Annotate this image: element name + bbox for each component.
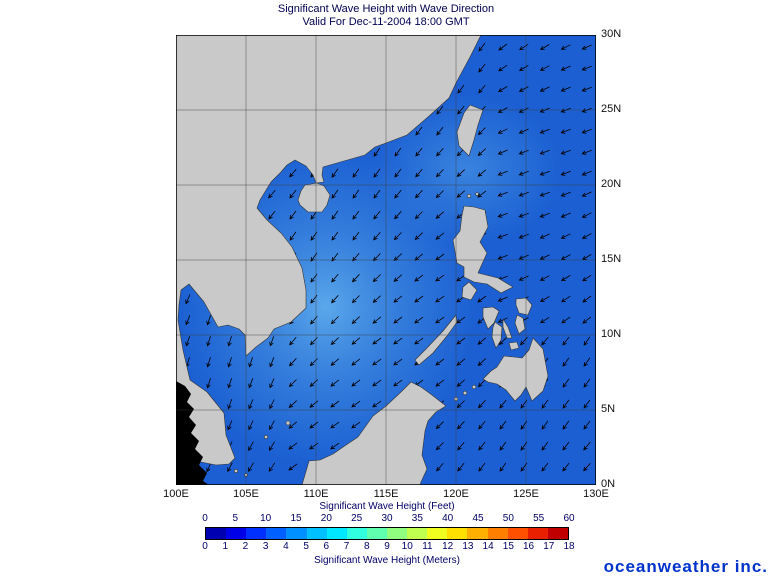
colorbar-cell-2 bbox=[246, 528, 267, 539]
meters-tick-2: 2 bbox=[242, 541, 249, 552]
feet-tick-15: 15 bbox=[290, 513, 302, 524]
colorbar-cell-13 bbox=[467, 528, 488, 539]
map-subtitle: Valid For Dec-11-2004 18:00 GMT bbox=[302, 16, 470, 28]
island-borneo bbox=[301, 381, 447, 486]
colorbar-feet-caption: Significant Wave Height (Feet) bbox=[319, 501, 455, 512]
colorbar-cell-1 bbox=[226, 528, 247, 539]
island-cebu bbox=[502, 318, 513, 339]
meters-tick-0: 0 bbox=[202, 541, 208, 552]
lat-label-20N: 20N bbox=[601, 178, 622, 190]
oceanweather-logo: oceanweather inc. bbox=[603, 557, 768, 576]
meters-tick-17: 17 bbox=[543, 541, 555, 552]
meters-tick-4: 4 bbox=[283, 541, 289, 552]
map-area bbox=[175, 34, 597, 486]
meters-tick-18: 18 bbox=[563, 541, 575, 552]
meters-tick-5: 5 bbox=[303, 541, 309, 552]
island-anambas bbox=[264, 434, 269, 439]
island-babuyan-1 bbox=[466, 194, 471, 199]
feet-tick-45: 45 bbox=[472, 513, 484, 524]
colorbar-cell-5 bbox=[306, 528, 327, 539]
island-babuyan-2 bbox=[475, 192, 479, 196]
feet-tick-30: 30 bbox=[381, 513, 393, 524]
lon-label-130E: 130E bbox=[583, 488, 609, 500]
feet-tick-50: 50 bbox=[502, 513, 514, 524]
island-mindoro bbox=[461, 281, 478, 301]
island-sulu-1 bbox=[471, 384, 477, 390]
colorbar-cell-10 bbox=[407, 528, 428, 539]
lon-label-105E: 105E bbox=[233, 488, 259, 500]
meters-tick-1: 1 bbox=[222, 541, 228, 552]
lon-label-115E: 115E bbox=[373, 488, 399, 500]
lat-label-15N: 15N bbox=[601, 253, 622, 265]
wave-height-map bbox=[175, 34, 597, 486]
island-mindanao bbox=[482, 337, 549, 402]
lat-label-30N: 30N bbox=[601, 28, 622, 40]
meters-tick-12: 12 bbox=[442, 541, 454, 552]
feet-tick-10: 10 bbox=[260, 513, 272, 524]
feet-tick-5: 5 bbox=[232, 513, 239, 524]
island-natuna bbox=[285, 420, 291, 426]
feet-tick-60: 60 bbox=[563, 513, 575, 524]
meters-tick-14: 14 bbox=[482, 541, 494, 552]
colorbar-cell-15 bbox=[507, 528, 528, 539]
colorbar-cell-12 bbox=[447, 528, 468, 539]
feet-tick-25: 25 bbox=[351, 513, 363, 524]
colorbar-cell-3 bbox=[266, 528, 287, 539]
feet-tick-0: 0 bbox=[202, 513, 208, 524]
island-palawan bbox=[414, 314, 458, 366]
meters-tick-7: 7 bbox=[343, 541, 350, 552]
feet-tick-20: 20 bbox=[320, 513, 332, 524]
colorbar-cell-17 bbox=[547, 528, 568, 539]
colorbar-cell-11 bbox=[427, 528, 448, 539]
colorbar-cell-16 bbox=[527, 528, 548, 539]
island-leyte bbox=[514, 314, 526, 335]
colorbar-meters-caption: Significant Wave Height (Meters) bbox=[314, 555, 460, 566]
feet-tick-55: 55 bbox=[533, 513, 545, 524]
feet-tick-40: 40 bbox=[442, 513, 454, 524]
land-mainland-asia bbox=[175, 34, 482, 466]
meters-tick-15: 15 bbox=[502, 541, 514, 552]
colorbar-cell-14 bbox=[487, 528, 508, 539]
meters-tick-11: 11 bbox=[422, 541, 433, 552]
lat-label-25N: 25N bbox=[601, 103, 622, 115]
island-sumatra-black bbox=[176, 381, 209, 485]
island-riau-1 bbox=[233, 468, 238, 473]
lon-label-110E: 110E bbox=[303, 488, 329, 500]
colorbar-cell-7 bbox=[346, 528, 367, 539]
lon-label-120E: 120E bbox=[443, 488, 469, 500]
map-title: Significant Wave Height with Wave Direct… bbox=[277, 3, 495, 15]
meters-tick-13: 13 bbox=[462, 541, 474, 552]
lat-label-10N: 10N bbox=[601, 328, 622, 340]
ocean-highlight-luzon-strait bbox=[371, 95, 561, 245]
lat-label-0N: 0N bbox=[601, 478, 616, 490]
lon-label-100E: 100E bbox=[163, 488, 189, 500]
island-bohol bbox=[508, 341, 520, 351]
colorbar-cell-9 bbox=[386, 528, 408, 539]
colorbar-cell-4 bbox=[286, 528, 307, 539]
island-panay bbox=[482, 306, 500, 330]
island-luzon bbox=[452, 205, 514, 294]
colorbar bbox=[205, 527, 569, 540]
meters-tick-10: 10 bbox=[401, 541, 413, 552]
island-taiwan bbox=[456, 104, 484, 157]
lat-label-5N: 5N bbox=[601, 403, 616, 415]
colorbar-cell-0 bbox=[206, 528, 227, 539]
lon-label-125E: 125E bbox=[513, 488, 539, 500]
colorbar-cell-6 bbox=[326, 528, 347, 539]
island-sulu-2 bbox=[462, 390, 468, 396]
feet-tick-35: 35 bbox=[411, 513, 423, 524]
meters-tick-3: 3 bbox=[262, 541, 269, 552]
meters-tick-8: 8 bbox=[363, 541, 370, 552]
land-masses bbox=[175, 34, 549, 486]
colorbar-cell-8 bbox=[366, 528, 387, 539]
meters-tick-16: 16 bbox=[522, 541, 535, 552]
map-grid bbox=[176, 35, 596, 485]
meters-tick-6: 6 bbox=[323, 541, 330, 552]
meters-tick-9: 9 bbox=[384, 541, 390, 552]
